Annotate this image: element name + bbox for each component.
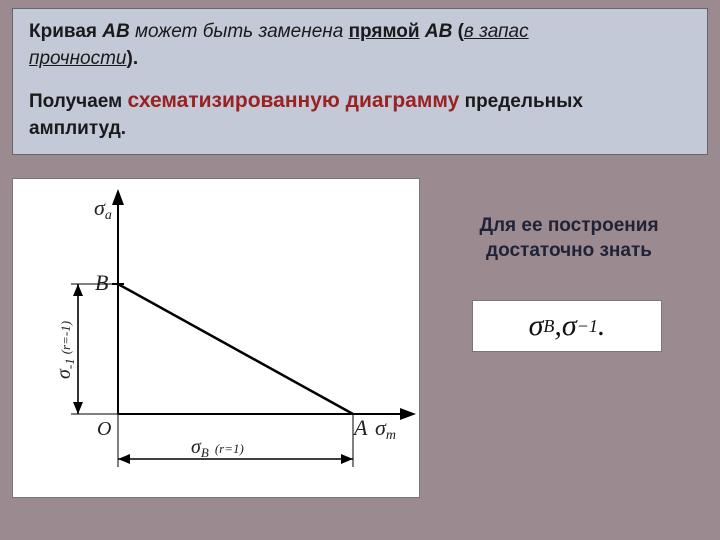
right-note-line2: достаточно знать: [486, 240, 652, 261]
chart-svg: σa σm B A O σ-1(r=-1) σВ(r=1): [13, 179, 421, 499]
t1-pryamoy: прямой: [349, 21, 420, 42]
t1-krivaya: Кривая: [29, 21, 102, 42]
dim-left-arrow-bot: [73, 402, 83, 414]
top-text-box: Кривая АВ может быть заменена прямой АВ …: [12, 8, 708, 155]
line-ab: [118, 284, 353, 414]
x-axis-arrow: [400, 408, 416, 420]
dim-left-arrow-top: [73, 284, 83, 296]
formula-comma: ,: [554, 309, 562, 343]
formula-sub-m1: −1: [577, 316, 598, 337]
t2-ampl: амплитуд.: [29, 118, 126, 139]
right-note: Для ее построения достаточно знать: [440, 214, 698, 263]
t1-ab: АВ: [102, 21, 129, 42]
t2-end: предельных: [459, 91, 583, 112]
dim-bot-text: σВ(r=1): [191, 436, 244, 460]
formula-dot: .: [598, 309, 606, 343]
t1-ab2: АВ: [420, 21, 453, 42]
y-axis-label: σa: [94, 195, 112, 223]
formula-sigma1: σ: [529, 309, 544, 343]
right-note-line1: Для ее построения: [479, 215, 658, 236]
label-o: O: [97, 418, 111, 440]
t2-start: Получаем: [29, 91, 127, 112]
y-axis-arrow: [112, 189, 124, 205]
t1-prochnosti: прочности: [29, 48, 127, 69]
t1-close: ).: [127, 48, 139, 69]
formula-box: σВ , σ−1.: [472, 300, 662, 352]
dim-left-text: σ-1(r=-1): [53, 321, 77, 379]
top-paragraph-2: Получаем схематизированную диаграмму пре…: [29, 86, 691, 142]
formula-sub-b: В: [543, 316, 554, 337]
x-axis-label: σm: [375, 415, 396, 443]
label-b: B: [95, 270, 108, 295]
label-a: A: [352, 415, 368, 440]
t2-red: схематизированную диаграмму: [127, 89, 459, 112]
t1-mid: может быть заменена: [130, 21, 349, 42]
dim-bot-arrow-l: [118, 454, 130, 464]
formula-sigma2: σ: [562, 309, 577, 343]
t1-vzapas: в запас: [464, 21, 529, 42]
spacer: [29, 72, 691, 86]
chart-panel: σa σm B A O σ-1(r=-1) σВ(r=1): [12, 178, 420, 498]
dim-bot-arrow-r: [341, 454, 353, 464]
t1-open: (: [452, 21, 464, 42]
top-paragraph-1: Кривая АВ может быть заменена прямой АВ …: [29, 19, 691, 72]
